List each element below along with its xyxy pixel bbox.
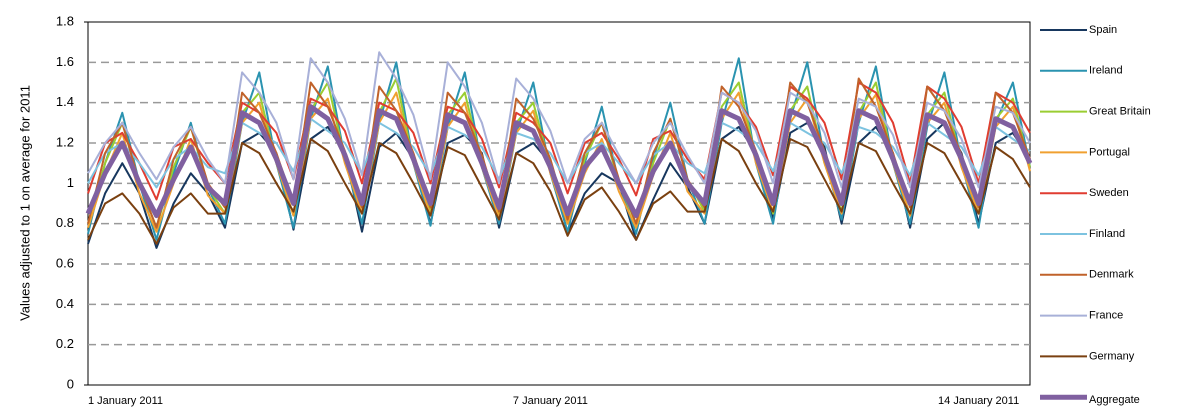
y-tick-label: 0.2 — [56, 336, 74, 351]
plot-frame — [87, 21, 1031, 386]
y-tick-label: 0.4 — [56, 296, 74, 311]
series-line — [87, 51, 1031, 189]
series-line — [87, 91, 1031, 233]
legend-label: Ireland — [1089, 65, 1123, 77]
y-tick-label: 1.4 — [56, 94, 74, 109]
legend-label: Sweden — [1089, 187, 1129, 199]
x-tick-label: 7 January 2011 — [513, 395, 588, 407]
y-axis-label: Values adjusted to 1 on average for 2011 — [17, 85, 32, 321]
series-line — [87, 138, 1031, 245]
y-tick-label: 0 — [67, 376, 74, 391]
legend-label: Aggregate — [1089, 394, 1140, 406]
legend-label: France — [1089, 310, 1123, 322]
y-tick-label: 1.6 — [56, 54, 74, 69]
y-tick-label: 0.6 — [56, 255, 74, 270]
legend-label: Spain — [1089, 24, 1117, 36]
y-tick-label: 1 — [67, 175, 74, 190]
legend-label: Portugal — [1089, 146, 1130, 158]
legend-label: Denmark — [1089, 269, 1134, 281]
legend-label: Great Britain — [1089, 106, 1151, 118]
x-tick-label: 14 January 2011 — [938, 395, 1019, 407]
y-tick-label: 1.2 — [56, 134, 74, 149]
x-tick-label: 1 January 2011 — [88, 395, 163, 407]
y-tick-label: 1.8 — [56, 13, 74, 28]
legend-label: Finland — [1089, 228, 1125, 240]
y-tick-label: 0.8 — [56, 215, 74, 230]
legend-label: Germany — [1089, 350, 1135, 362]
series-line — [85, 104, 1033, 219]
series-line — [87, 117, 1031, 189]
